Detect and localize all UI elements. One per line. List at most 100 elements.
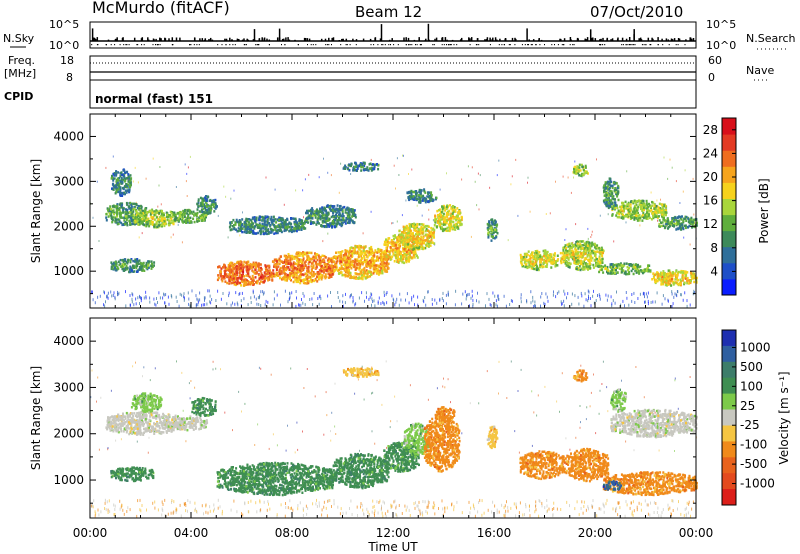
echo-mark <box>138 266 141 269</box>
echo-mark <box>318 269 321 272</box>
echo-mark <box>188 219 191 222</box>
noise-dot <box>497 297 499 301</box>
echo-mark <box>565 256 568 259</box>
echo-mark <box>452 217 455 220</box>
echo-mark <box>301 273 304 276</box>
noise-dot <box>509 303 511 306</box>
echo-mark <box>252 265 254 269</box>
echo-mark <box>138 259 141 262</box>
echo-mark <box>273 258 276 261</box>
echo-mark <box>316 263 319 266</box>
echo-mark <box>107 215 110 218</box>
echo-mark <box>279 276 282 279</box>
noise-dot <box>227 236 229 239</box>
echo-mark <box>242 270 245 274</box>
echo-mark <box>265 273 268 276</box>
noise-dot <box>505 304 507 308</box>
echo-mark <box>118 220 121 223</box>
echo-mark <box>240 277 243 281</box>
echo-mark <box>580 254 583 258</box>
echo-mark <box>451 209 454 212</box>
noise-dot <box>320 297 322 301</box>
echo-mark <box>425 239 428 242</box>
echo-mark <box>221 275 224 278</box>
echo-mark <box>317 255 320 258</box>
noise-dot <box>417 303 419 307</box>
echo-mark <box>299 268 302 272</box>
noise-dot <box>230 303 232 307</box>
echo-mark <box>426 236 429 240</box>
nsearch-dot <box>650 44 652 46</box>
nsearch-dot <box>257 44 259 46</box>
echo-mark <box>204 201 207 204</box>
echo-mark <box>205 215 207 219</box>
nsearch-dot <box>284 44 286 46</box>
echo-mark <box>251 274 254 278</box>
noise-dot <box>411 296 413 300</box>
echo-mark <box>362 165 364 168</box>
noise-dot <box>439 188 441 191</box>
echo-mark <box>384 270 387 273</box>
echo-mark <box>424 229 427 233</box>
echo-mark <box>494 228 496 231</box>
echo-mark <box>273 265 276 268</box>
echo-mark <box>124 177 127 180</box>
noise-dot <box>145 296 147 300</box>
echo-mark <box>145 264 148 267</box>
echo-mark <box>456 207 459 210</box>
noise-dot <box>657 219 658 222</box>
noise-dot <box>682 190 684 193</box>
nsearch-dot <box>157 44 159 46</box>
echo-mark <box>120 191 123 195</box>
echo-mark <box>200 219 203 222</box>
echo-mark <box>334 265 337 269</box>
echo-mark <box>293 257 296 260</box>
echo-mark <box>126 262 129 265</box>
echo-mark <box>422 194 425 198</box>
echo-mark <box>527 258 530 262</box>
echo-mark <box>400 238 402 241</box>
echo-mark <box>353 265 356 268</box>
noise-dot <box>590 304 592 308</box>
noise-dot <box>197 300 199 304</box>
echo-mark <box>187 215 189 218</box>
echo-mark <box>543 252 546 255</box>
echo-mark <box>188 221 191 224</box>
echo-mark <box>232 281 234 285</box>
echo-mark <box>212 202 215 206</box>
echo-mark <box>286 260 289 263</box>
noise-dot <box>303 216 304 219</box>
echo-mark <box>306 277 309 281</box>
nsearch-dot <box>397 44 399 46</box>
nsearch-dot <box>662 44 664 46</box>
echo-mark <box>293 268 296 271</box>
echo-mark <box>339 259 342 263</box>
echo-mark <box>523 252 526 256</box>
echo-mark <box>242 263 245 267</box>
echo-mark <box>358 276 361 280</box>
noise-dot <box>237 303 239 307</box>
echo-mark <box>357 277 360 280</box>
echo-mark <box>121 206 124 210</box>
noise-dot <box>304 303 306 307</box>
echo-mark <box>297 260 300 264</box>
echo-mark <box>413 190 416 194</box>
echo-mark <box>132 202 135 206</box>
echo-mark <box>248 275 251 279</box>
echo-mark <box>315 263 318 267</box>
echo-mark <box>146 266 149 270</box>
echo-mark <box>124 268 127 271</box>
echo-mark <box>538 251 541 254</box>
echo-mark <box>228 267 231 270</box>
noise-dot <box>92 216 94 219</box>
echo-mark <box>587 249 590 253</box>
noise-dot <box>497 294 499 298</box>
echo-mark <box>343 257 346 260</box>
noise-dot <box>159 166 161 168</box>
echo-mark <box>289 271 291 275</box>
echo-mark <box>229 275 232 279</box>
echo-mark <box>130 203 133 206</box>
noise-dot <box>262 292 264 296</box>
echo-mark <box>121 267 124 271</box>
noise-dot <box>140 296 142 300</box>
